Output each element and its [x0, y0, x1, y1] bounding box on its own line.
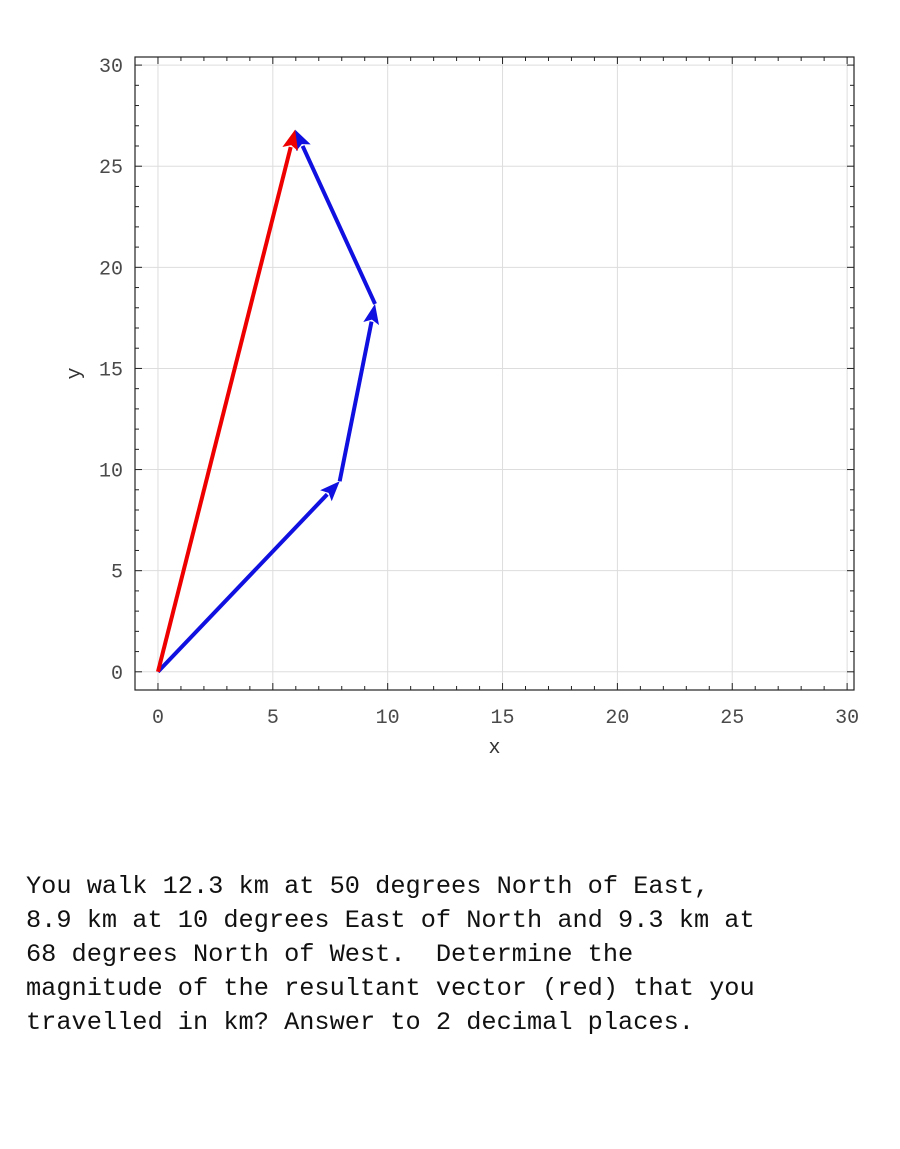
question-line: travelled in km? Answer to 2 decimal pla…: [26, 1008, 694, 1037]
axis-ticks: [135, 57, 854, 690]
x-tick-label: 15: [491, 707, 515, 730]
vector-shaft: [156, 146, 293, 673]
y-tick-label: 30: [99, 56, 123, 79]
x-tick-label: 0: [152, 707, 164, 730]
question-line: 8.9 km at 10 degrees East of North and 9…: [26, 906, 755, 935]
vector-shaft: [337, 321, 374, 482]
vector-shaft: [156, 492, 329, 674]
tick-labels: 0 5 10 15 20 25 30 0 5 10 15 20 25 30: [99, 56, 859, 730]
x-axis-label: x: [488, 737, 500, 760]
x-tick-label: 30: [835, 707, 859, 730]
question-line: 68 degrees North of West. Determine the: [26, 940, 634, 969]
vector-arrowhead: [363, 303, 379, 326]
y-tick-label: 25: [99, 157, 123, 180]
grid-lines: [135, 57, 854, 690]
x-tick-label: 20: [605, 707, 629, 730]
y-tick-label: 10: [99, 461, 123, 484]
vector-shaft: [300, 145, 377, 305]
question-line: You walk 12.3 km at 50 degrees North of …: [26, 872, 710, 901]
x-tick-label: 10: [376, 707, 400, 730]
vector-arrowhead: [295, 129, 311, 152]
question-text: You walk 12.3 km at 50 degrees North of …: [26, 870, 886, 1040]
plot-frame: [134, 56, 855, 691]
x-tick-label: 25: [720, 707, 744, 730]
vector-arrowhead: [320, 481, 340, 502]
question-line: magnitude of the resultant vector (red) …: [26, 974, 755, 1003]
resultant-vector: [156, 129, 298, 673]
component-vector: [156, 481, 340, 674]
y-tick-label: 15: [99, 359, 123, 382]
y-tick-label: 0: [111, 663, 123, 686]
vector-arrowhead: [282, 129, 298, 151]
component-vector: [337, 303, 379, 482]
y-tick-label: 5: [111, 562, 123, 585]
vector-plot: 0 5 10 15 20 25 30 0 5 10 15 20 25 30 x y: [64, 56, 859, 760]
vectors: [156, 129, 379, 674]
y-axis-label: y: [64, 367, 87, 379]
x-tick-label: 5: [267, 707, 279, 730]
component-vector: [295, 129, 377, 305]
y-tick-label: 20: [99, 258, 123, 281]
